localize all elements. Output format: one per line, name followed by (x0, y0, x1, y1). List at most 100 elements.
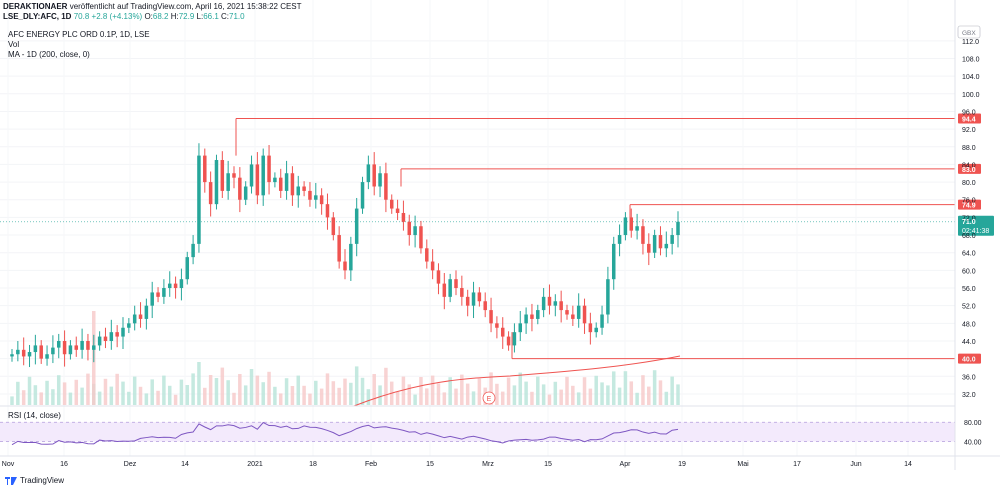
volume-bar (454, 388, 458, 405)
level-label-box (958, 113, 981, 124)
candle-body (384, 173, 388, 200)
candle-body (407, 221, 412, 236)
rsi-tick-label: 40.00 (964, 440, 982, 447)
volume-bar (278, 393, 283, 405)
rsi-tick-label: 80.00 (964, 420, 982, 427)
volume-bar (530, 391, 534, 405)
volume-bar (500, 391, 505, 405)
volume-bar (460, 374, 464, 405)
candle-body (354, 208, 359, 244)
candle-body (349, 243, 353, 271)
volume-bar (664, 391, 669, 405)
candle-body (588, 323, 593, 333)
volume-bar (489, 372, 493, 405)
volume-bar (51, 389, 55, 405)
volume-bar (565, 376, 569, 405)
candle-body (471, 292, 476, 306)
candle-body (465, 296, 470, 306)
x-tick-label: 15 (544, 461, 552, 468)
volume-bar (611, 371, 616, 405)
volume-bar (600, 382, 604, 405)
volume-bar (518, 372, 523, 405)
candle-body (179, 279, 184, 289)
y-tick-label: 84.0 (962, 162, 976, 169)
candle-body (127, 323, 131, 328)
rsi-legend[interactable]: RSI (14, close) (8, 411, 61, 420)
volume-bar (179, 379, 184, 405)
candle-body (238, 177, 242, 200)
candle-body (144, 305, 149, 319)
published-text: veröffentlicht auf TradingView.com, Apri… (69, 2, 302, 11)
volume-legend[interactable]: Vol (8, 40, 20, 49)
volume-bar (290, 386, 295, 405)
volume-bar (331, 381, 336, 405)
candle-body (132, 314, 137, 324)
candle-body (419, 226, 423, 249)
candle-body (565, 310, 569, 315)
volume-bar (652, 370, 657, 405)
volume-bar (226, 380, 230, 405)
series-title[interactable]: AFC ENERGY PLC ORD 0.1P, 1D, LSE (8, 30, 150, 39)
volume-bar (617, 387, 622, 405)
candle-body (150, 292, 154, 306)
candle-body (74, 345, 79, 350)
candle-body (45, 354, 49, 359)
candle-body (343, 261, 347, 271)
open-value: 68.2 (152, 12, 169, 21)
level-label: 74.9 (962, 203, 976, 210)
candle-body (670, 235, 674, 244)
close-value: 71.0 (229, 12, 245, 21)
candle-body (156, 292, 160, 297)
candle-body (68, 345, 73, 355)
volume-bar (97, 391, 102, 405)
ma-200-line (353, 355, 681, 407)
volume-bar (372, 374, 376, 405)
y-tick-label: 80.0 (962, 180, 976, 187)
earnings-marker (482, 391, 496, 405)
candle-body (10, 354, 14, 357)
candle-body (477, 292, 482, 302)
volume-bar (588, 388, 593, 405)
level-label-box (958, 353, 981, 364)
volume-bar (430, 375, 435, 405)
candle-body (425, 248, 429, 262)
x-tick-label: Dez (124, 461, 137, 468)
symbol-label: LSE_DLY:AFC, 1D (3, 12, 72, 21)
candle-body (308, 190, 312, 200)
candle-body (261, 155, 265, 196)
candle-body (617, 235, 622, 244)
candle-body (208, 182, 213, 205)
volume-bar (658, 380, 663, 405)
candle-body (389, 199, 394, 209)
y-tick-label: 112.0 (962, 39, 979, 46)
y-tick-label: 88.0 (962, 145, 976, 152)
candle-body (33, 345, 38, 353)
low-value: 66.1 (203, 12, 219, 21)
volume-bar (220, 367, 225, 405)
volume-bar (296, 375, 301, 405)
candle-body (582, 305, 587, 324)
candle-body (611, 243, 616, 280)
candle-body (255, 164, 260, 196)
candle-body (629, 217, 634, 231)
countdown-label: 02:41:38 (962, 228, 989, 235)
price-change: +2.8 (+4.13%) (91, 12, 143, 21)
candle-body (606, 279, 610, 315)
tradingview-logo[interactable]: TradingView (5, 476, 64, 485)
volume-bar (407, 384, 412, 405)
volume-bar (121, 381, 125, 405)
volume-bar (74, 379, 79, 405)
volume-bar (284, 378, 289, 405)
volume-bar (162, 375, 166, 405)
candle-body (460, 288, 464, 297)
ma-legend[interactable]: MA - 1D (200, close, 0) (8, 50, 90, 59)
currency-box (957, 25, 981, 39)
candle-body (635, 226, 639, 231)
tradingview-brand: TradingView (20, 476, 65, 485)
candle-body (97, 336, 102, 346)
candle-body (80, 340, 84, 350)
x-tick-label: 14 (904, 461, 912, 468)
candle-body (39, 345, 43, 359)
x-tick-label: 15 (426, 461, 434, 468)
